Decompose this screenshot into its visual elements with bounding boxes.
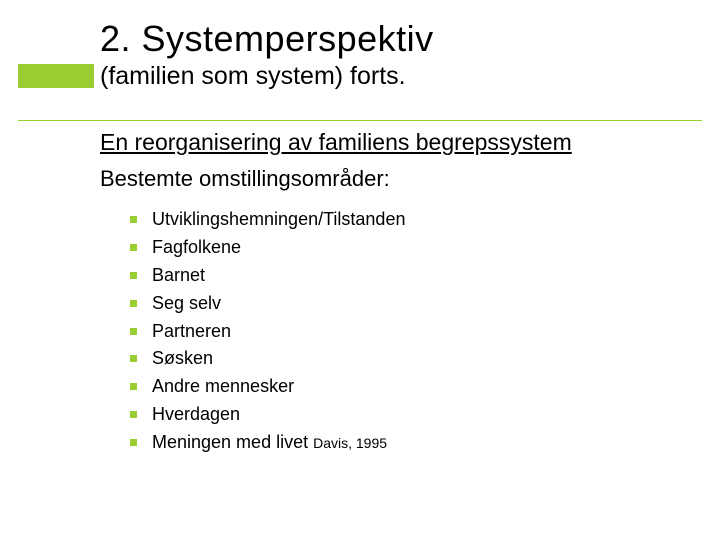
square-bullet-icon bbox=[130, 272, 137, 279]
square-bullet-icon bbox=[130, 244, 137, 251]
list-item: Andre mennesker bbox=[130, 373, 720, 401]
title-block: 2. Systemperspektiv (familien som system… bbox=[100, 18, 720, 91]
list-item: Fagfolkene bbox=[130, 234, 720, 262]
list-item-label: Hverdagen bbox=[152, 404, 240, 424]
list-item-label: Partneren bbox=[152, 321, 231, 341]
list-item-label: Utviklingshemningen/Tilstanden bbox=[152, 209, 405, 229]
list-item: Hverdagen bbox=[130, 401, 720, 429]
square-bullet-icon bbox=[130, 439, 137, 446]
slide: 2. Systemperspektiv (familien som system… bbox=[0, 0, 720, 540]
citation: Davis, 1995 bbox=[313, 435, 387, 451]
divider-line bbox=[18, 120, 702, 121]
slide-subtitle: (familien som system) forts. bbox=[100, 62, 720, 91]
square-bullet-icon bbox=[130, 300, 137, 307]
lead-text: Bestemte omstillingsområder: bbox=[100, 166, 720, 192]
square-bullet-icon bbox=[130, 383, 137, 390]
list-item-label: Søsken bbox=[152, 348, 213, 368]
accent-bar bbox=[18, 64, 94, 88]
list-item: Meningen med livet Davis, 1995 bbox=[130, 429, 720, 457]
square-bullet-icon bbox=[130, 411, 137, 418]
list-item-label: Seg selv bbox=[152, 293, 221, 313]
square-bullet-icon bbox=[130, 328, 137, 335]
list-item: Utviklingshemningen/Tilstanden bbox=[130, 206, 720, 234]
list-item: Seg selv bbox=[130, 290, 720, 318]
list-item: Barnet bbox=[130, 262, 720, 290]
square-bullet-icon bbox=[130, 216, 137, 223]
list-item-label: Fagfolkene bbox=[152, 237, 241, 257]
bullet-list: Utviklingshemningen/Tilstanden Fagfolken… bbox=[130, 206, 720, 457]
list-item-label: Andre mennesker bbox=[152, 376, 294, 396]
square-bullet-icon bbox=[130, 355, 137, 362]
slide-body: En reorganisering av familiens begrepssy… bbox=[100, 129, 720, 457]
list-item: Partneren bbox=[130, 318, 720, 346]
list-item-label: Barnet bbox=[152, 265, 205, 285]
slide-title: 2. Systemperspektiv bbox=[100, 18, 720, 60]
list-item-label: Meningen med livet bbox=[152, 432, 308, 452]
list-item: Søsken bbox=[130, 345, 720, 373]
section-heading: En reorganisering av familiens begrepssy… bbox=[100, 129, 720, 156]
